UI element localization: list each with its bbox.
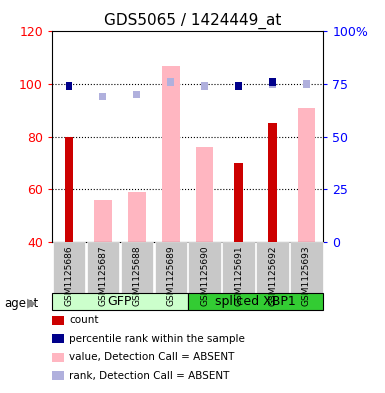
- Bar: [94, 200, 112, 242]
- Text: rank, Detection Call = ABSENT: rank, Detection Call = ABSENT: [69, 371, 230, 381]
- Bar: [303, 80, 310, 88]
- Text: GSM1125692: GSM1125692: [268, 246, 277, 306]
- Text: value, Detection Call = ABSENT: value, Detection Call = ABSENT: [69, 352, 235, 362]
- Text: GSM1125687: GSM1125687: [98, 246, 107, 306]
- Text: GDS5065 / 1424449_at: GDS5065 / 1424449_at: [104, 13, 281, 29]
- Text: GSM1125690: GSM1125690: [200, 246, 209, 306]
- Text: count: count: [69, 315, 99, 325]
- Text: GSM1125688: GSM1125688: [132, 246, 141, 306]
- Text: GFP: GFP: [108, 295, 132, 309]
- Bar: [234, 163, 243, 242]
- Text: agent: agent: [4, 297, 38, 310]
- Bar: [65, 136, 74, 242]
- Text: GSM1125691: GSM1125691: [234, 246, 243, 306]
- Text: spliced XBP1: spliced XBP1: [215, 295, 296, 309]
- Bar: [235, 83, 242, 90]
- Bar: [99, 93, 106, 100]
- Text: GSM1125689: GSM1125689: [166, 246, 175, 306]
- Text: GSM1125686: GSM1125686: [64, 246, 74, 306]
- Text: percentile rank within the sample: percentile rank within the sample: [69, 334, 245, 344]
- Bar: [269, 78, 276, 86]
- Bar: [268, 123, 277, 242]
- Bar: [201, 83, 208, 90]
- Bar: [133, 91, 140, 98]
- Bar: [298, 108, 315, 242]
- Text: GSM1125693: GSM1125693: [302, 246, 311, 306]
- Bar: [167, 78, 174, 86]
- Bar: [128, 192, 146, 242]
- Bar: [269, 80, 276, 88]
- Text: ▶: ▶: [27, 297, 36, 310]
- Bar: [162, 66, 179, 242]
- Bar: [65, 83, 72, 90]
- Bar: [196, 147, 213, 242]
